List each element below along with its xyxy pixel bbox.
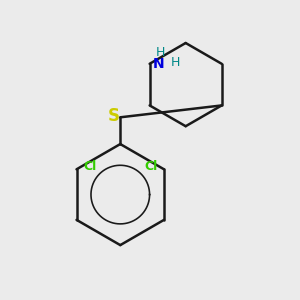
Text: H: H [156, 46, 166, 59]
Text: Cl: Cl [83, 160, 96, 173]
Text: N: N [153, 57, 165, 71]
Text: H: H [171, 56, 180, 69]
Text: Cl: Cl [144, 160, 158, 173]
Text: S: S [108, 107, 120, 125]
